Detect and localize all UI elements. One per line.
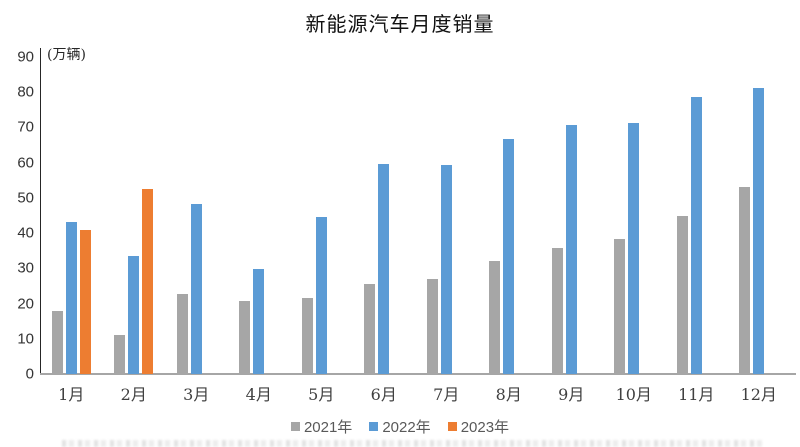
y-axis-line (40, 48, 41, 375)
legend-label: 2023年 (460, 419, 510, 436)
y-tick-label: 80 (17, 83, 34, 101)
y-tick-label: 40 (17, 224, 34, 242)
x-tick-label: 3月 (183, 385, 210, 404)
legend: 2021年 2022年 2023年 (0, 416, 800, 437)
legend-swatch-icon (369, 422, 379, 431)
bar-2022年-10月 (628, 122, 640, 374)
x-tick-label: 12月 (740, 385, 777, 404)
bar-2021年-11月 (676, 215, 688, 374)
legend-item-2022年: 2022年 (369, 416, 431, 437)
legend-swatch-icon (447, 422, 457, 431)
x-tick-label: 9月 (558, 385, 585, 404)
y-tick-label: 90 (17, 48, 34, 66)
bar-2022年-12月 (753, 87, 765, 374)
y-tick-label: 70 (17, 118, 34, 136)
bar-2022年-4月 (253, 268, 265, 374)
bar-2022年-1月 (65, 222, 77, 374)
x-axis-line (40, 373, 796, 375)
bar-2021年-7月 (426, 278, 438, 374)
y-tick-label: 30 (17, 259, 34, 277)
chart-title: 新能源汽车月度销量 (305, 12, 495, 36)
bar-2022年-9月 (565, 124, 577, 374)
bar-2022年-8月 (503, 139, 515, 374)
y-tick-label: 60 (17, 154, 34, 172)
y-axis-unit-label: (万辆) (47, 47, 86, 63)
cropped-text-artifact (62, 440, 762, 447)
x-tick-label: 1月 (58, 385, 85, 404)
bar-2021年-8月 (489, 260, 501, 374)
bar-2021年-4月 (239, 301, 251, 374)
bar-2022年-2月 (128, 256, 140, 374)
bar-2022年-7月 (440, 165, 452, 374)
y-tick-label: 0 (25, 365, 34, 383)
bar-2022年-6月 (378, 164, 390, 374)
y-tick-label: 10 (17, 330, 34, 348)
y-tick-label: 50 (17, 189, 34, 207)
x-tick-label: 2月 (120, 385, 147, 404)
x-tick-label: 6月 (370, 385, 397, 404)
x-tick-label: 8月 (495, 385, 522, 404)
legend-swatch-icon (290, 422, 300, 431)
x-tick-label: 4月 (245, 385, 272, 404)
bar-2021年-3月 (176, 294, 188, 374)
bar-2021年-1月 (51, 310, 63, 374)
y-tick-label: 20 (17, 295, 34, 313)
bar-2023年-1月 (79, 230, 91, 374)
bar-2021年-5月 (301, 297, 313, 374)
x-tick-label: 10月 (615, 385, 652, 404)
bar-2021年-6月 (364, 283, 376, 374)
legend-item-2023年: 2023年 (447, 416, 510, 437)
bar-2022年-11月 (690, 97, 702, 374)
bar-2022年-5月 (315, 216, 327, 374)
bar-2023年-2月 (142, 189, 154, 374)
legend-item-2021年: 2021年 (290, 416, 353, 437)
bar-2021年-10月 (614, 239, 626, 374)
x-tick-label: 7月 (433, 385, 460, 404)
bar-2022年-3月 (190, 203, 202, 374)
x-tick-label: 11月 (678, 385, 715, 404)
legend-label: 2022年 (382, 419, 431, 436)
x-tick-label: 5月 (308, 385, 335, 404)
bar-2021年-12月 (739, 186, 751, 374)
bar-2021年-9月 (551, 248, 563, 374)
bar-2021年-2月 (114, 335, 126, 374)
legend-label: 2021年 (303, 419, 353, 436)
